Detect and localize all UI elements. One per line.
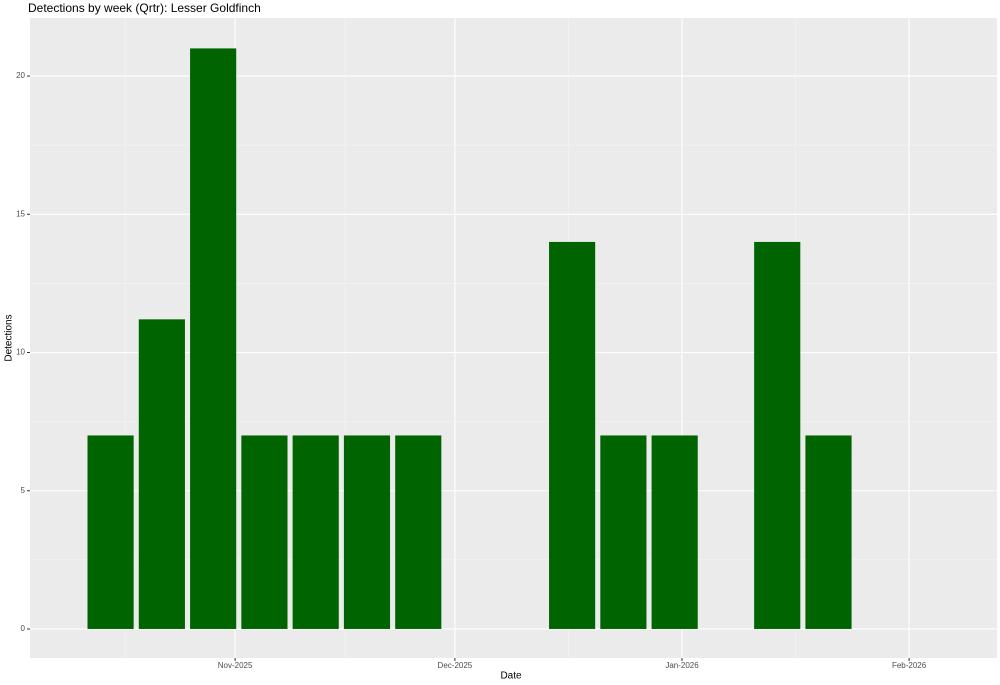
bar — [651, 435, 698, 629]
chart-title: Detections by week (Qrtr): Lesser Goldfi… — [28, 1, 261, 15]
y-tick-label: 5 — [21, 486, 26, 495]
bar — [343, 435, 391, 629]
bar — [395, 435, 442, 629]
y-tick-label: 10 — [16, 348, 25, 357]
x-tick-label: Feb-2026 — [892, 661, 927, 670]
bar — [549, 241, 596, 629]
bar — [241, 435, 288, 629]
x-tick-label: Dec-2025 — [438, 661, 473, 670]
bar — [805, 435, 852, 629]
x-tick-label: Nov-2025 — [218, 661, 253, 670]
bar — [292, 435, 339, 629]
y-tick-label: 0 — [21, 624, 26, 633]
x-tick-label: Jan-2026 — [665, 661, 699, 670]
bar — [600, 435, 647, 629]
y-tick-label: 15 — [16, 209, 25, 218]
bar — [87, 435, 134, 629]
bar — [754, 241, 801, 629]
bar — [190, 48, 237, 629]
x-axis-title: Date — [500, 671, 522, 682]
y-tick-label: 20 — [16, 71, 25, 80]
y-axis-title: Detections — [4, 314, 15, 361]
bar — [138, 319, 185, 629]
